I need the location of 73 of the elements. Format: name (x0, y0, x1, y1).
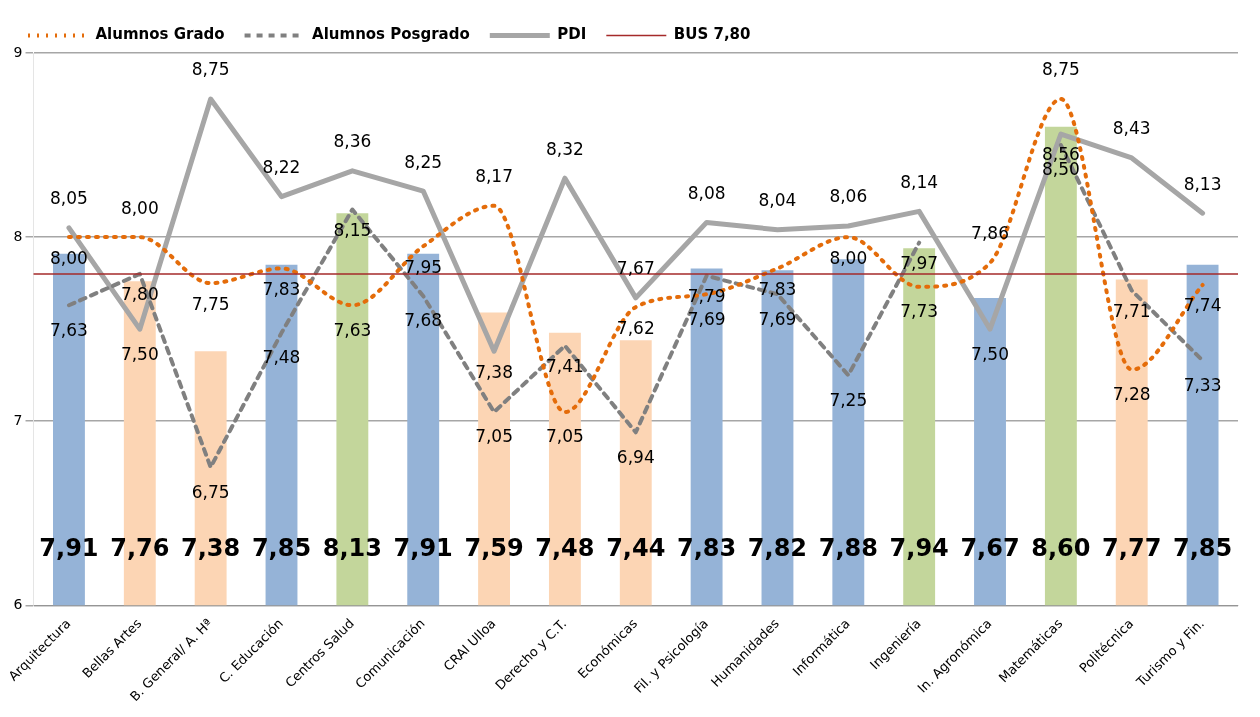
data-label: 7,97 (900, 253, 939, 274)
data-label: 7,75 (191, 293, 230, 314)
data-label: 7,59 (464, 534, 524, 563)
data-label: 6,75 (191, 481, 230, 502)
data-label: 7,69 (687, 308, 726, 329)
data-label: 6,94 (616, 446, 655, 467)
data-label: 8,05 (50, 188, 88, 209)
data-label: 7,67 (616, 258, 655, 279)
data-label: 7,05 (475, 426, 513, 447)
data-label: 7,50 (971, 343, 1009, 364)
data-label: 8,06 (829, 186, 868, 207)
data-label: 8,60 (1031, 534, 1091, 563)
data-label: 7,68 (404, 310, 443, 331)
data-label: 7,38 (475, 361, 513, 382)
data-label: 8,14 (900, 171, 939, 192)
data-label: 7,95 (404, 256, 443, 277)
data-label: 7,41 (545, 356, 584, 377)
data-label: 8,13 (322, 534, 382, 563)
data-label: 7,05 (545, 426, 584, 447)
data-label: 7,71 (1112, 300, 1151, 321)
data-label: 8,15 (333, 219, 372, 240)
data-label: 7,33 (1183, 374, 1222, 395)
data-label: 7,83 (758, 278, 797, 299)
data-label: 8,00 (50, 247, 88, 268)
data-label: 8,00 (120, 197, 159, 218)
data-label: 8,32 (545, 138, 584, 159)
data-label: 7,85 (251, 534, 312, 563)
data-label: 7,73 (900, 301, 939, 322)
data-label: 7,77 (1102, 534, 1162, 563)
data-label: 8,36 (333, 131, 372, 152)
legend-label: BUS 7,80 (673, 25, 751, 44)
legend-label: PDI (557, 25, 587, 44)
legend-label: Alumnos Grado (95, 25, 225, 44)
data-label: 8,04 (758, 190, 797, 211)
data-label: 8,22 (262, 157, 301, 178)
data-label: 7,38 (181, 534, 241, 563)
data-label: 7,48 (262, 347, 301, 368)
data-label: 7,94 (889, 534, 949, 563)
data-label: 7,85 (1172, 534, 1233, 563)
data-label: 7,91 (393, 534, 453, 563)
data-label: 7,74 (1183, 295, 1222, 316)
data-label: 7,67 (960, 534, 1020, 563)
y-tick-label: 9 (13, 43, 23, 60)
data-label: 7,63 (50, 319, 88, 340)
data-label: 8,13 (1183, 173, 1222, 194)
data-label: 8,25 (404, 151, 443, 172)
data-label: 8,75 (1041, 59, 1080, 80)
data-label: 7,79 (687, 286, 726, 307)
data-label: 8,43 (1112, 118, 1151, 139)
data-label: 7,63 (333, 319, 372, 340)
data-label: 7,48 (535, 534, 595, 563)
data-label: 8,75 (191, 59, 230, 80)
data-label: 7,69 (758, 308, 797, 329)
data-label: 8,08 (687, 182, 726, 203)
data-label: 7,83 (677, 534, 737, 563)
data-label: 7,28 (1112, 384, 1151, 405)
data-label: 7,62 (616, 317, 655, 338)
data-label: 7,82 (747, 534, 808, 563)
y-tick-label: 7 (13, 411, 23, 428)
data-label: 7,91 (39, 534, 99, 563)
data-label: 8,00 (829, 247, 868, 268)
data-label: 7,50 (120, 343, 159, 364)
y-tick-label: 6 (13, 596, 23, 612)
data-label: 7,44 (606, 534, 666, 563)
y-tick-label: 8 (13, 227, 23, 244)
data-label: 7,25 (829, 389, 868, 410)
data-label: 8,17 (475, 166, 513, 187)
data-label: 7,80 (120, 284, 159, 305)
legend-label: Alumnos Posgrado (312, 25, 470, 44)
data-label: 7,86 (971, 223, 1009, 244)
data-label: 7,76 (110, 534, 170, 563)
data-label: 7,83 (262, 278, 301, 299)
data-label: 7,88 (818, 534, 878, 563)
